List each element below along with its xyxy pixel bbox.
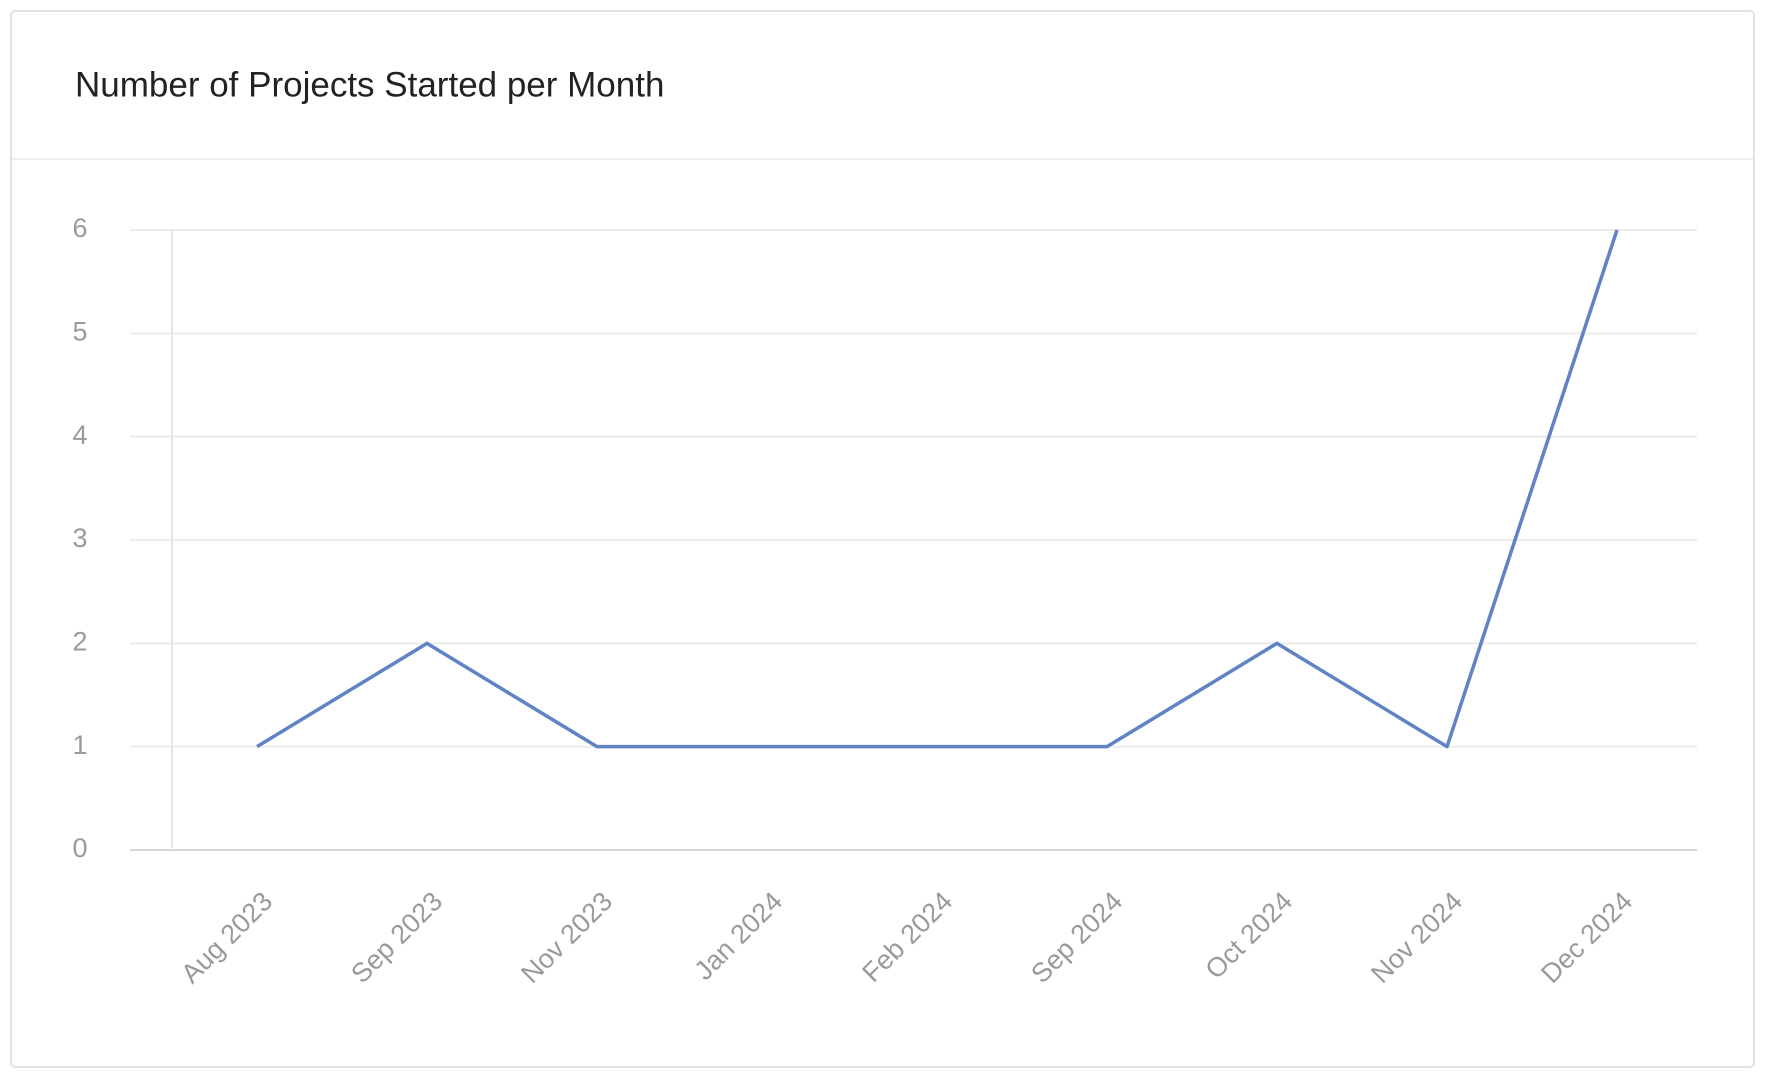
y-tick-label: 2: [72, 626, 87, 656]
chart-title: Number of Projects Started per Month: [75, 65, 664, 104]
y-tick-label: 5: [72, 316, 87, 346]
y-tick-label: 4: [72, 420, 87, 450]
y-tick-label: 3: [72, 523, 87, 553]
data-line: [256, 229, 1619, 749]
y-tick-label: 1: [72, 730, 87, 760]
y-tick-label: 0: [72, 833, 87, 863]
y-tick-label: 6: [72, 213, 87, 243]
